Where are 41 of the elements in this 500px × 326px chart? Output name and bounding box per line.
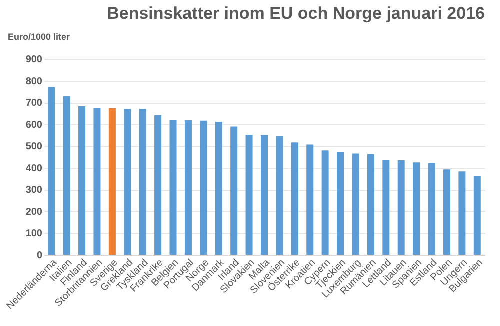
bar: [94, 108, 101, 255]
bar: [443, 170, 450, 255]
bar: [458, 172, 466, 255]
y-tick-label: 500: [26, 142, 43, 153]
bar: [261, 135, 268, 255]
bar: [352, 154, 360, 255]
y-tick-label: 100: [26, 228, 43, 240]
bar: [382, 160, 390, 255]
bar: [78, 106, 86, 255]
chart-title: Bensinskatter inom EU och Norge januari 2016: [107, 4, 485, 23]
y-tick-label: 300: [26, 185, 43, 196]
bar: [306, 144, 314, 255]
y-tick-label: 400: [26, 163, 43, 174]
y-tick-label: 900: [26, 54, 43, 66]
bar: [398, 160, 405, 255]
bar: [63, 96, 70, 255]
bar: [367, 154, 374, 255]
bar: [276, 136, 284, 255]
bar: [474, 176, 481, 255]
bar: [184, 120, 192, 255]
bar: [108, 108, 116, 255]
y-tick-label: 200: [26, 206, 43, 218]
bar: [428, 163, 436, 255]
bar: [413, 162, 420, 255]
y-axis-title: Euro/1000 liter: [8, 32, 71, 42]
y-tick-label: 600: [26, 120, 43, 131]
bar: [291, 142, 298, 255]
bar: [215, 122, 222, 255]
bar: [139, 109, 146, 255]
bar: [48, 87, 56, 255]
bar: [154, 115, 162, 255]
bar: [124, 109, 132, 255]
bar: [170, 120, 177, 255]
y-tick-label: 800: [26, 76, 43, 88]
y-tick-label: 0: [36, 250, 43, 262]
bar: [246, 135, 253, 255]
bar: [200, 120, 208, 255]
bar: [337, 152, 344, 255]
bar: [322, 150, 329, 255]
bar: [230, 126, 238, 255]
y-tick-label: 700: [26, 98, 43, 110]
